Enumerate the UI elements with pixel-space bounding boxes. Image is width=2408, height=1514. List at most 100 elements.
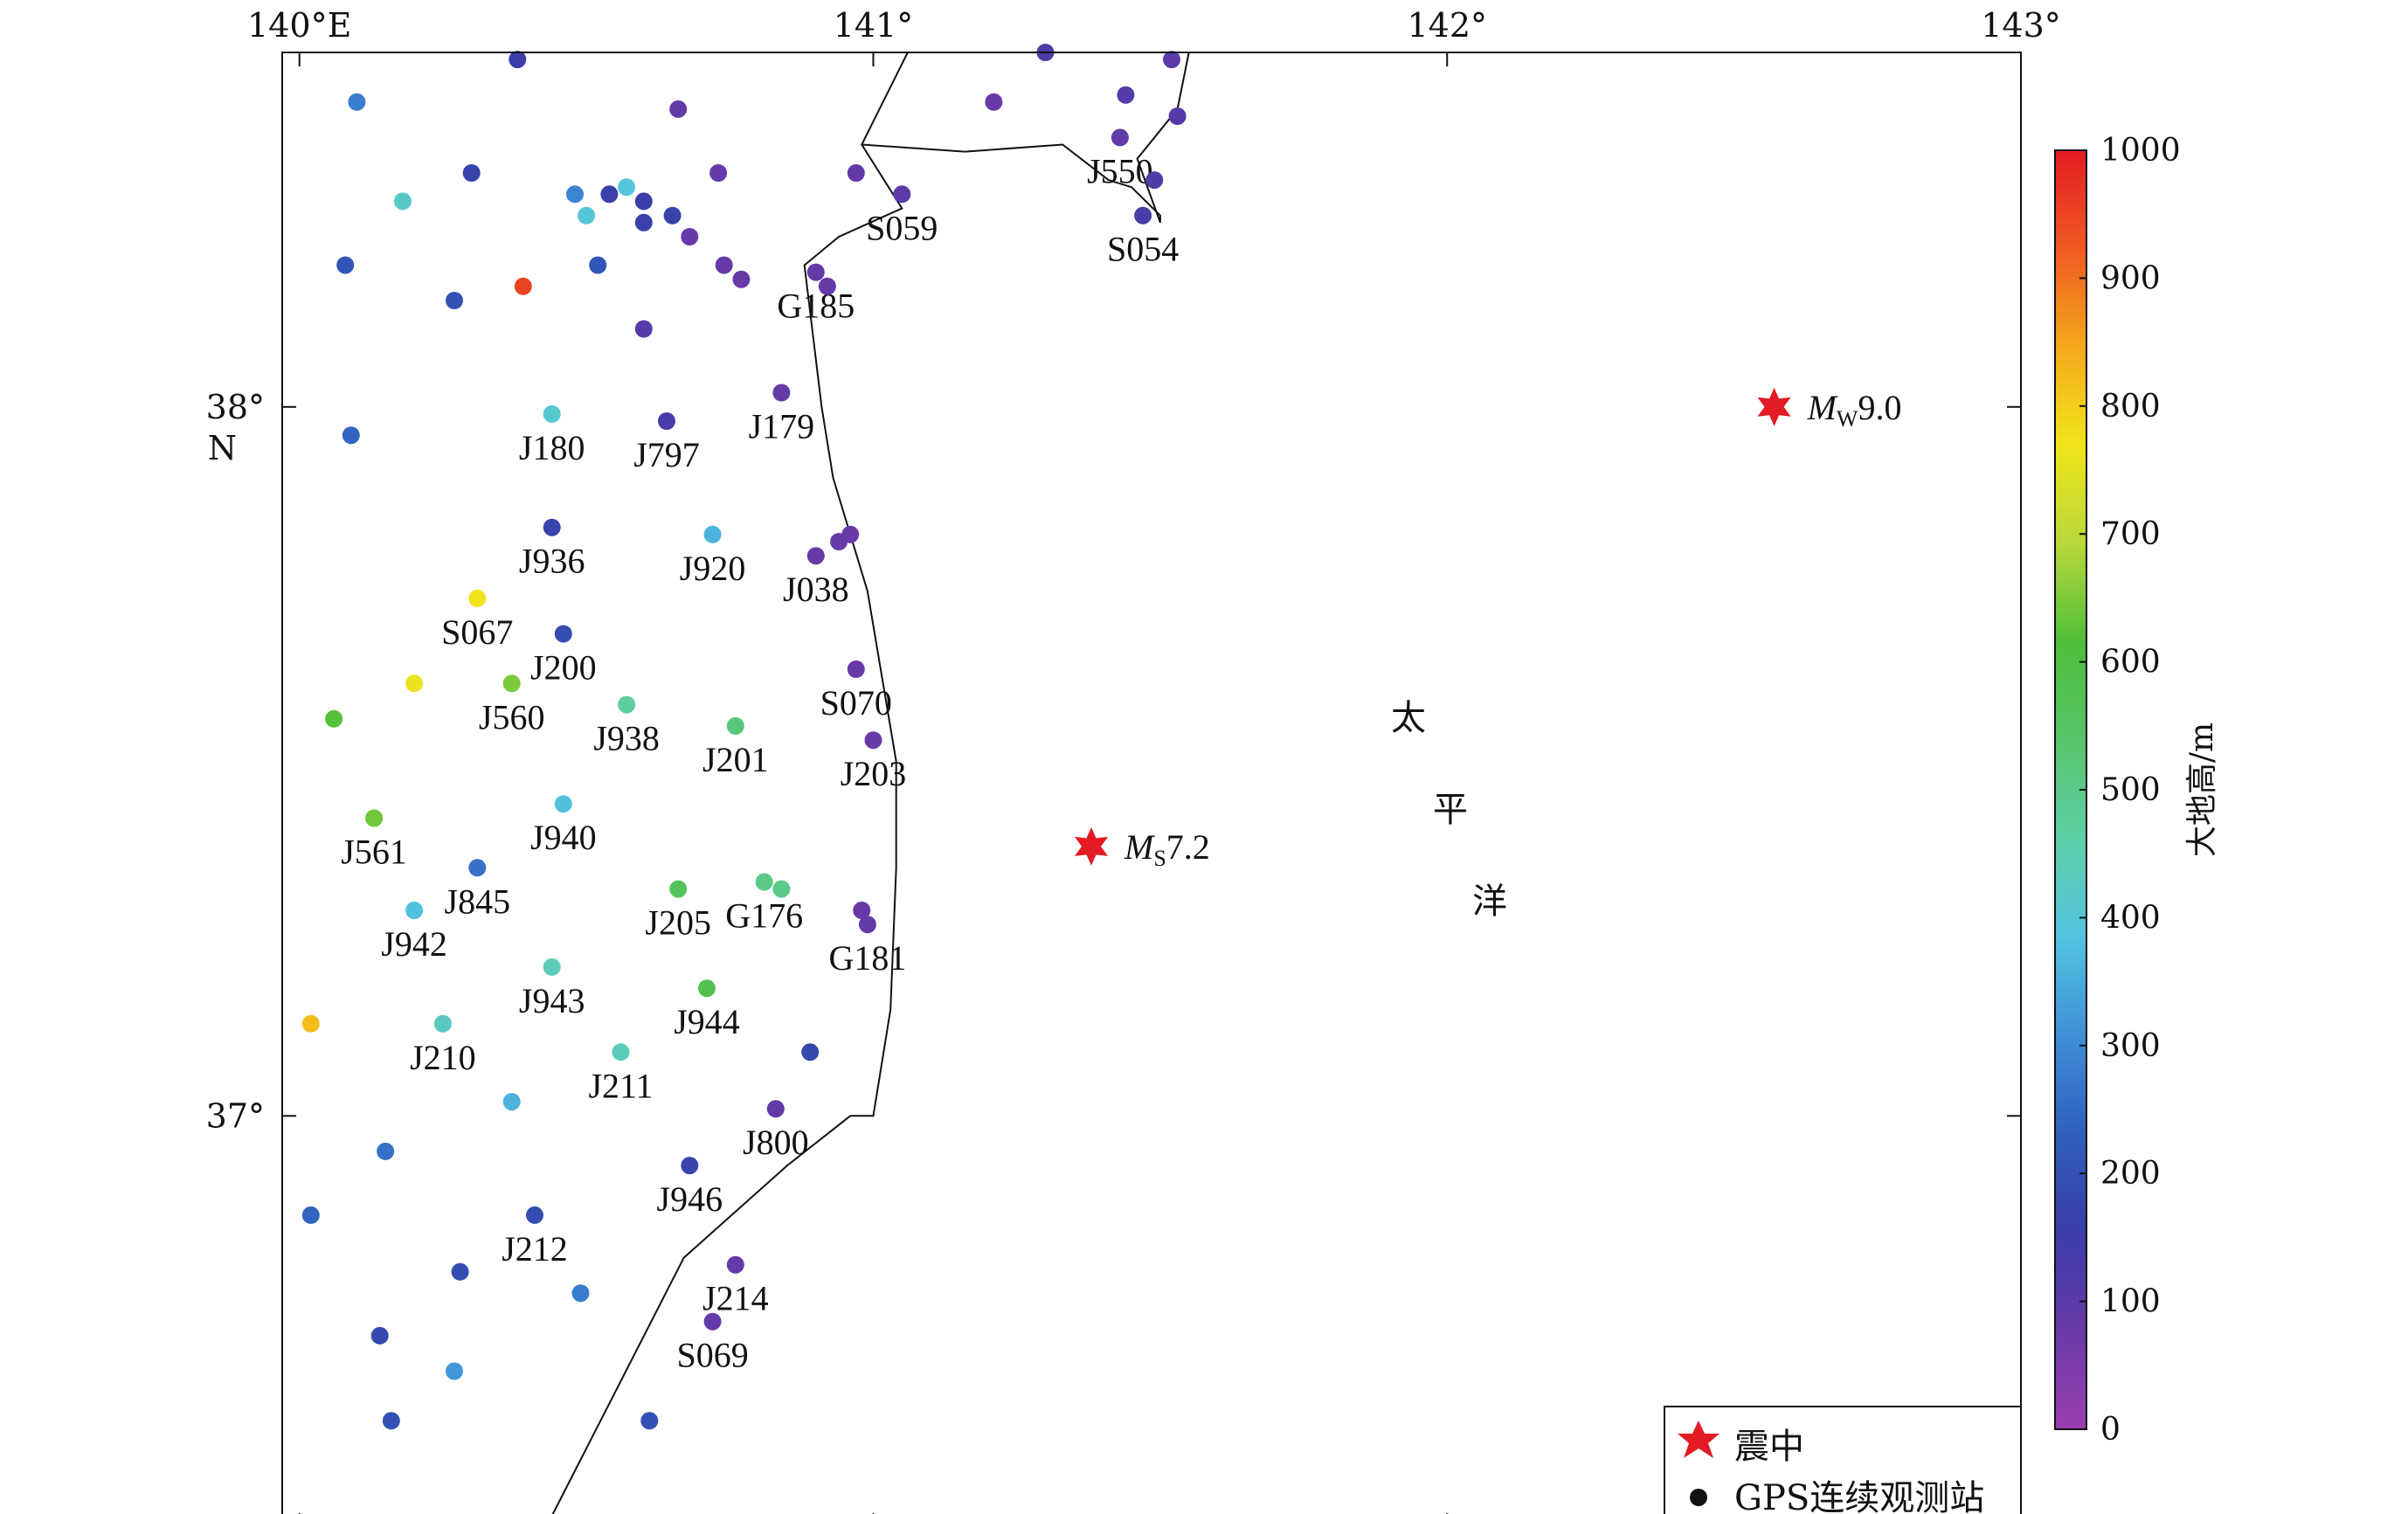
gps-station-dot	[612, 1043, 630, 1061]
gps-station-dot	[681, 228, 699, 245]
axis-ticks: 140°E 141° 142° 143° 38°N 37°	[206, 6, 2061, 1514]
gps-station-dot	[554, 795, 572, 813]
gps-station-dot	[755, 873, 773, 891]
station-label: J800	[743, 1123, 809, 1162]
station-label: S059	[866, 208, 938, 247]
gps-station-dot	[806, 263, 825, 281]
gps-station-dot	[640, 1412, 659, 1430]
colorbar-tick-label: 700	[2100, 516, 2161, 552]
gps-station-dot	[446, 1362, 463, 1380]
gps-station-dot	[382, 1412, 400, 1430]
colorbar-tick-label: 500	[2100, 772, 2161, 808]
gps-station-dot	[801, 1043, 820, 1061]
colorbar-title: 大地高/m	[2184, 722, 2220, 857]
station-label: S070	[820, 683, 892, 722]
gps-station-dot	[468, 589, 487, 607]
station-label: J201	[702, 740, 769, 779]
map-frame	[281, 52, 2022, 1514]
gps-station-dot	[446, 292, 463, 309]
epicenter-star-icon	[1075, 826, 1109, 866]
station-label: J936	[519, 542, 585, 581]
gps-station-dot	[618, 178, 636, 197]
gps-station-dot	[543, 957, 561, 976]
lat-hemisphere-label: N	[208, 429, 237, 467]
gps-station-dot	[370, 1326, 389, 1345]
gps-station-dot	[634, 213, 653, 232]
colorbar-tick-label: 600	[2100, 645, 2161, 681]
gps-station-dot	[703, 525, 722, 543]
gps-station-dot	[543, 518, 561, 536]
legend-dot-icon	[1690, 1489, 1707, 1506]
gps-station-dot	[1117, 86, 1135, 104]
gps-station-dot	[1163, 51, 1180, 69]
gps-station-dot	[669, 880, 688, 898]
colorbar-tick-label: 200	[2100, 1156, 2161, 1192]
station-label: G185	[777, 287, 855, 326]
legend-gps-label: GPS连续观测站	[1734, 1478, 1984, 1514]
gps-station-dot	[634, 192, 653, 211]
gps-station-dot	[514, 277, 532, 295]
station-label: J946	[657, 1179, 723, 1219]
gps-station-dot	[543, 404, 561, 423]
gps-station-dot	[393, 192, 412, 211]
colorbar-tick-label: 100	[2100, 1284, 2161, 1320]
station-label: J211	[588, 1066, 653, 1105]
gps-station-dot	[589, 256, 607, 274]
gps-station-dot	[526, 1206, 543, 1224]
gps-station-dot	[681, 1157, 699, 1175]
lon-tick-label: 142°	[1407, 6, 1487, 45]
colorbar-tick-label: 900	[2100, 260, 2161, 296]
colorbar-tick-label: 400	[2100, 900, 2161, 936]
gps-station-dot	[566, 185, 584, 204]
station-label: J210	[410, 1038, 476, 1077]
epicenters: MW9.0 MS7.2	[1075, 387, 1901, 871]
gps-station-dot	[766, 1100, 785, 1118]
gps-station-dot	[806, 547, 825, 565]
gps-station-dot	[301, 1206, 320, 1224]
station-label: J938	[593, 719, 660, 758]
gps-station-dot	[698, 979, 716, 998]
gps-station-dot	[468, 859, 487, 877]
station-label: J038	[783, 570, 849, 609]
legend: 震中 GPS连续观测站	[1664, 1406, 2022, 1514]
gps-station-dot	[847, 660, 865, 678]
ocean-label: 太平洋	[1391, 698, 1507, 922]
station-label: J214	[702, 1279, 769, 1318]
station-label: J550	[1087, 151, 1153, 190]
colorbar-tick-label: 300	[2100, 1028, 2161, 1064]
gps-station-dot	[658, 412, 675, 430]
colorbar-tick-label: 800	[2100, 389, 2161, 425]
gps-station-dot	[841, 525, 860, 543]
station-label: S069	[676, 1336, 748, 1375]
gps-station-dot	[853, 902, 871, 919]
station-label: J180	[519, 428, 585, 467]
lon-tick-label: 140°E	[247, 6, 351, 45]
lat-tick-label: 38°	[206, 388, 265, 426]
gps-station-dot	[405, 902, 424, 919]
ocean-label-char: 洋	[1472, 881, 1507, 922]
lon-tick-label: 143°	[1981, 6, 2061, 45]
gps-station-dot	[462, 164, 481, 182]
colorbar-tick-label: 0	[2100, 1412, 2121, 1448]
gps-station-dot	[864, 731, 882, 750]
station-label: J212	[502, 1229, 568, 1269]
legend-box	[1664, 1406, 2022, 1514]
station-label: S054	[1107, 230, 1179, 269]
ocean-label-char: 平	[1433, 790, 1468, 830]
gps-station-dot	[433, 1014, 452, 1033]
gps-station-dot	[301, 1014, 320, 1033]
gps-station-dot	[618, 695, 636, 714]
gps-station-dot	[600, 185, 619, 204]
coastline	[551, 52, 1190, 1514]
gps-station-dot	[732, 270, 751, 288]
gps-station-dot	[726, 717, 744, 735]
gps-station-dot	[669, 100, 688, 118]
station-label: G181	[828, 938, 906, 978]
station-label: J560	[479, 697, 545, 736]
gps-station-dot	[818, 277, 836, 295]
station-label: G176	[725, 896, 803, 936]
station-label: J920	[680, 549, 746, 588]
station-label: J205	[645, 903, 711, 943]
gps-station-dot	[365, 809, 384, 827]
